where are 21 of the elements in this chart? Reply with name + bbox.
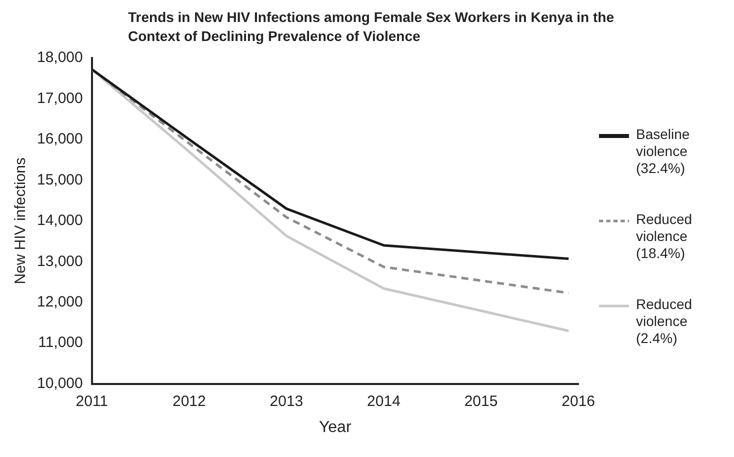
y-tick-label: 14,000 (36, 212, 83, 230)
y-tick-label: 18,000 (36, 49, 83, 66)
y-tick-label: 17,000 (36, 90, 83, 107)
x-tick-label: 2013 (270, 392, 304, 410)
chart-title: Trends in New HIV Infections among Female Sex Workers in Kenya in the Context of Declining Prevalence of Violence (128, 8, 615, 46)
y-tick-label: 15,000 (36, 171, 83, 188)
y-tick-label: 16,000 (36, 130, 83, 148)
y-tick-label: 13,000 (36, 252, 83, 270)
legend-label: Reduced violence (18.4%) (636, 211, 694, 262)
x-axis-title: Year (318, 418, 352, 436)
x-tick-label: 2011 (76, 392, 108, 410)
y-tick-label: 11,000 (38, 334, 83, 352)
legend-label: Reduced violence (2.4%) (636, 296, 694, 347)
y-tick-label: 10,000 (36, 374, 83, 392)
x-tick-label: 2014 (367, 392, 400, 410)
y-axis-title: New HIV infections (12, 158, 30, 284)
x-tick-label: 2015 (464, 392, 498, 410)
legend-label: Baseline violence (32.4%) (636, 126, 691, 177)
x-tick-label: 2016 (562, 392, 596, 410)
x-tick-label: 2012 (172, 392, 206, 410)
y-tick-label: 12,000 (36, 293, 83, 310)
